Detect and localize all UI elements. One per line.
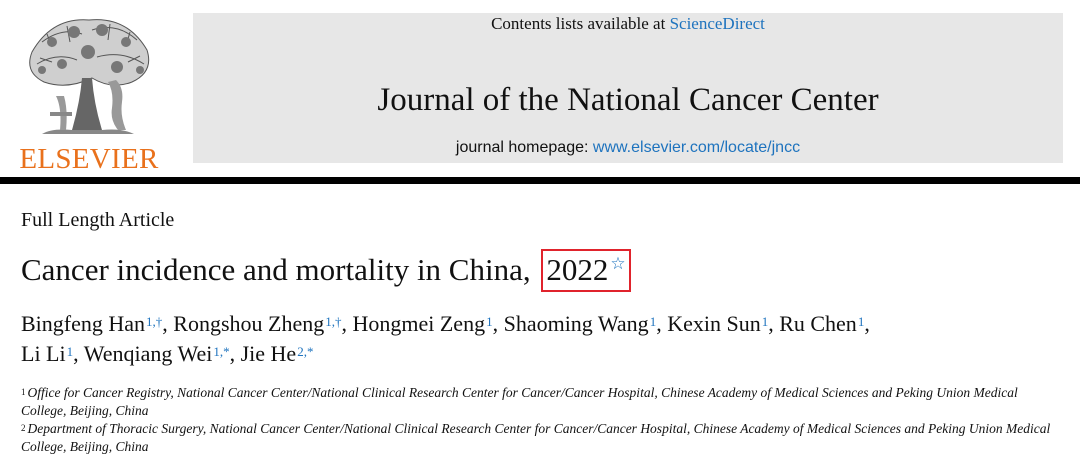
- author-separator: ,: [73, 341, 84, 366]
- author-entry: Rongshou Zheng1,†,: [173, 311, 352, 336]
- author-separator: ,: [768, 311, 780, 336]
- affiliation-number: 2: [21, 423, 26, 433]
- author-name[interactable]: Rongshou Zheng: [173, 311, 325, 336]
- author-affiliation-marker[interactable]: 1,†: [146, 314, 163, 329]
- author-separator: ,: [864, 311, 870, 336]
- affiliation-item: 1 Office for Cancer Registry, National Ca…: [21, 384, 1061, 420]
- author-entry: Ru Chen1,: [779, 311, 870, 336]
- author-separator: ,: [341, 311, 353, 336]
- author-affiliation-marker[interactable]: 1: [857, 314, 865, 329]
- article-title: Cancer incidence and mortality in China,…: [21, 249, 631, 292]
- author-entry: Li Li1,: [21, 341, 84, 366]
- article-type-label: Full Length Article: [21, 209, 175, 231]
- author-affiliation-marker[interactable]: 2,*: [297, 344, 314, 359]
- homepage-line: journal homepage: www.elsevier.com/locat…: [193, 139, 1063, 157]
- author-entry: Bingfeng Han1,†,: [21, 311, 173, 336]
- author-name[interactable]: Bingfeng Han: [21, 311, 146, 336]
- author-separator: ,: [229, 341, 241, 366]
- author-entry: Wenqiang Wei1,*,: [84, 341, 241, 366]
- article-title-main: Cancer incidence and mortality in China,: [21, 252, 531, 287]
- header-divider: [0, 177, 1080, 184]
- author-affiliation-marker[interactable]: 1: [649, 314, 657, 329]
- author-name[interactable]: Shaoming Wang: [503, 311, 649, 336]
- elsevier-logo[interactable]: ELSEVIER: [18, 12, 160, 175]
- highlighted-year-box: 2022 ☆: [541, 249, 631, 292]
- affiliation-item: 2 Department of Thoracic Surgery, Nationa…: [21, 420, 1061, 456]
- sciencedirect-link[interactable]: ScienceDirect: [669, 14, 765, 33]
- author-name[interactable]: Jie He: [240, 341, 297, 366]
- affiliation-text: Department of Thoracic Surgery, National…: [21, 421, 1051, 454]
- author-name[interactable]: Li Li: [21, 341, 66, 366]
- journal-banner: Contents lists available at ScienceDirec…: [193, 13, 1063, 163]
- author-list: Bingfeng Han1,†, Rongshou Zheng1,†, Hong…: [21, 309, 1071, 369]
- author-affiliation-marker[interactable]: 1: [486, 314, 493, 329]
- affiliation-text: Office for Cancer Registry, National Can…: [21, 385, 1018, 418]
- elsevier-tree-icon: [29, 19, 150, 134]
- affiliation-list: 1 Office for Cancer Registry, National Ca…: [21, 384, 1061, 456]
- author-affiliation-marker[interactable]: 1: [66, 344, 74, 359]
- author-affiliation-marker[interactable]: 1,*: [213, 344, 230, 359]
- author-name[interactable]: Hongmei Zeng: [352, 311, 486, 336]
- author-separator: ,: [492, 311, 504, 336]
- author-name[interactable]: Ru Chen: [779, 311, 857, 336]
- author-entry: Hongmei Zeng1,: [352, 311, 503, 336]
- star-outline-icon[interactable]: ☆: [610, 254, 626, 273]
- contents-prefix: Contents lists available at: [491, 14, 670, 33]
- contents-line: Contents lists available at ScienceDirec…: [193, 14, 1063, 34]
- article-title-year: 2022: [546, 252, 609, 287]
- author-entry: Shaoming Wang1,: [504, 311, 668, 336]
- elsevier-wordmark: ELSEVIER: [19, 143, 159, 175]
- author-separator: ,: [162, 311, 174, 336]
- author-entry: Kexin Sun1,: [667, 311, 779, 336]
- author-name[interactable]: Wenqiang Wei: [83, 341, 213, 366]
- author-separator: ,: [656, 311, 668, 336]
- homepage-prefix: journal homepage:: [455, 139, 593, 156]
- author-entry: Jie He2,*: [241, 341, 314, 366]
- author-affiliation-marker[interactable]: 1,†: [325, 314, 342, 329]
- journal-homepage-link[interactable]: www.elsevier.com/locate/jncc: [592, 139, 801, 156]
- author-affiliation-marker[interactable]: 1: [761, 314, 769, 329]
- journal-title[interactable]: Journal of the National Cancer Center: [377, 82, 879, 118]
- affiliation-number: 1: [21, 387, 26, 397]
- author-name[interactable]: Kexin Sun: [667, 311, 761, 336]
